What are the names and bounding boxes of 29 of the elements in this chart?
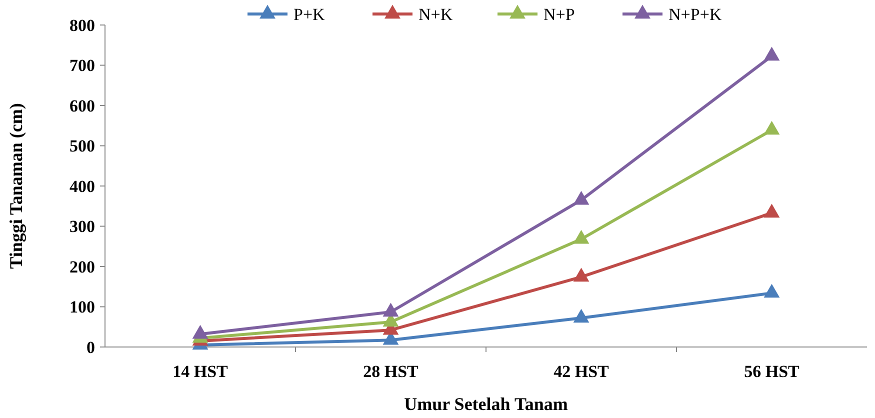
y-tick-label: 200 [70,257,95,276]
y-tick-label: 800 [70,16,95,35]
point [573,190,590,205]
point [573,268,590,282]
x-tick-label: 14 HST [172,362,229,381]
x-tick-label: 42 HST [554,362,610,381]
legend-label: P+K [294,4,326,24]
legend-label: N+P [544,4,575,24]
y-tick-label: 100 [70,298,95,317]
x-axis-title: Umur Setelah Tanam [404,394,568,414]
point [764,204,780,218]
x-tick-label: 28 HST [363,362,420,381]
point [573,230,590,244]
y-tick-label: 600 [70,96,95,116]
y-tick-label: 0 [86,338,95,357]
y-tick-label: 300 [70,217,95,236]
point [573,308,590,323]
x-tick-label: 56 HST [744,362,800,381]
y-axis-title: Tinggi Tanaman (cm) [6,103,26,269]
point [764,120,780,135]
point [764,46,780,61]
point [192,324,208,339]
point [764,284,780,298]
y-tick-label: 500 [70,136,95,156]
legend-label: N+P+K [668,4,722,24]
y-tick-label: 700 [70,56,95,76]
y-tick-label: 400 [70,176,95,196]
point [382,302,399,317]
legend-label: N+K [418,4,454,24]
